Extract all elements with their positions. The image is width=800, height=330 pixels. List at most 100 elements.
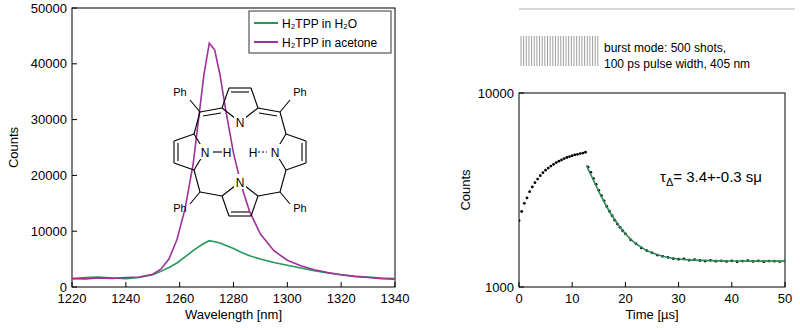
y-tick xyxy=(72,175,77,176)
y-tick-label: 1000 xyxy=(485,280,514,295)
bond xyxy=(259,113,277,116)
data-group xyxy=(519,151,785,263)
y-tick-label: 30000 xyxy=(31,112,67,127)
y-tick xyxy=(519,93,524,94)
bond xyxy=(174,163,194,170)
phenyl-label: Ph xyxy=(293,86,306,98)
pulse xyxy=(539,36,540,66)
pulse xyxy=(592,36,593,66)
pulse xyxy=(566,36,567,66)
pulse xyxy=(579,36,580,66)
data-point xyxy=(542,171,545,174)
bond xyxy=(286,134,306,141)
y-tick xyxy=(72,287,77,288)
pulse xyxy=(558,36,559,66)
y-tick xyxy=(72,8,77,9)
bond xyxy=(194,170,200,192)
bond xyxy=(301,143,302,161)
bond xyxy=(200,192,222,196)
phenyl-label: Ph xyxy=(293,202,306,214)
annotation: τΔ= 3.4+-0.3 sμ xyxy=(660,168,762,188)
atom-label: H xyxy=(249,146,258,160)
data-point xyxy=(531,186,534,189)
bond xyxy=(280,112,286,134)
data-point xyxy=(544,169,547,172)
bond xyxy=(229,215,251,216)
bond xyxy=(213,151,222,152)
x-tick-label: 30 xyxy=(671,291,685,306)
pulse xyxy=(550,36,551,66)
annotation-text: = 3.4+-0.3 sμ xyxy=(673,168,762,185)
bond xyxy=(286,163,306,170)
data-point xyxy=(581,152,584,155)
data-point xyxy=(560,159,563,162)
pulse xyxy=(526,36,527,66)
x-tick-label: 10 xyxy=(565,291,579,306)
series-line xyxy=(72,43,395,279)
x-tick xyxy=(678,282,679,287)
x-tick-label: 50 xyxy=(778,291,792,306)
phenyl-label: Ph xyxy=(173,86,186,98)
bond xyxy=(305,141,306,163)
x-tick xyxy=(233,282,234,287)
pulse xyxy=(563,36,564,66)
legend: H₂TPP in H₂OH₂TPP in acetone xyxy=(249,11,391,53)
pulse xyxy=(523,36,524,66)
y-axis-label: Counts xyxy=(458,169,473,211)
pulse xyxy=(581,36,582,66)
pulse xyxy=(589,36,590,66)
pulse xyxy=(560,36,561,66)
data-point xyxy=(550,165,553,168)
data-point xyxy=(568,155,571,158)
pulse xyxy=(568,36,569,66)
y-tick-label: 20000 xyxy=(31,168,67,183)
bond xyxy=(280,100,290,112)
x-axis-label: Wavelength [nm] xyxy=(185,307,282,322)
y-tick xyxy=(519,287,524,288)
pulse xyxy=(555,36,556,66)
series-line xyxy=(587,165,785,261)
bond xyxy=(194,112,200,134)
bond xyxy=(251,196,258,216)
x-tick xyxy=(785,282,786,287)
data-point xyxy=(534,181,537,184)
y-tick xyxy=(72,231,77,232)
atom-label: N xyxy=(236,116,245,130)
bond xyxy=(258,151,267,152)
pulse xyxy=(534,36,535,66)
inset-line xyxy=(519,9,795,10)
pulse xyxy=(597,36,598,66)
x-tick xyxy=(731,282,732,287)
atom-bg xyxy=(269,144,281,159)
data-point xyxy=(536,178,539,181)
pulse xyxy=(547,36,548,66)
bond xyxy=(222,196,229,216)
y-tick-label: 50000 xyxy=(31,1,67,16)
bond xyxy=(174,134,194,141)
x-tick xyxy=(179,282,180,287)
x-tick-label: 1280 xyxy=(219,291,248,306)
x-tick-label: 20 xyxy=(618,291,632,306)
plot-frame xyxy=(519,93,785,287)
pulse xyxy=(521,36,522,66)
bond xyxy=(231,211,249,212)
data-point xyxy=(584,151,587,154)
data-point xyxy=(573,153,576,156)
data-point xyxy=(526,196,529,199)
x-tick xyxy=(125,282,126,287)
pulse xyxy=(531,36,532,66)
y-tick-label: 40000 xyxy=(31,56,67,71)
y-tick xyxy=(72,119,77,120)
legend-swatch xyxy=(254,22,278,24)
y-tick-label: 10000 xyxy=(478,86,514,101)
data-point xyxy=(547,167,550,170)
data-point xyxy=(563,157,566,160)
legend-label: H₂TPP in H₂O xyxy=(282,17,357,31)
y-tick-label: 10000 xyxy=(31,224,67,239)
x-tick-label: 1260 xyxy=(165,291,194,306)
x-tick xyxy=(287,282,288,287)
x-tick xyxy=(341,282,342,287)
x-tick-label: 1320 xyxy=(327,291,356,306)
x-tick-label: 40 xyxy=(725,291,739,306)
figure: 1220124012601280130013201340010000200003… xyxy=(0,0,800,330)
